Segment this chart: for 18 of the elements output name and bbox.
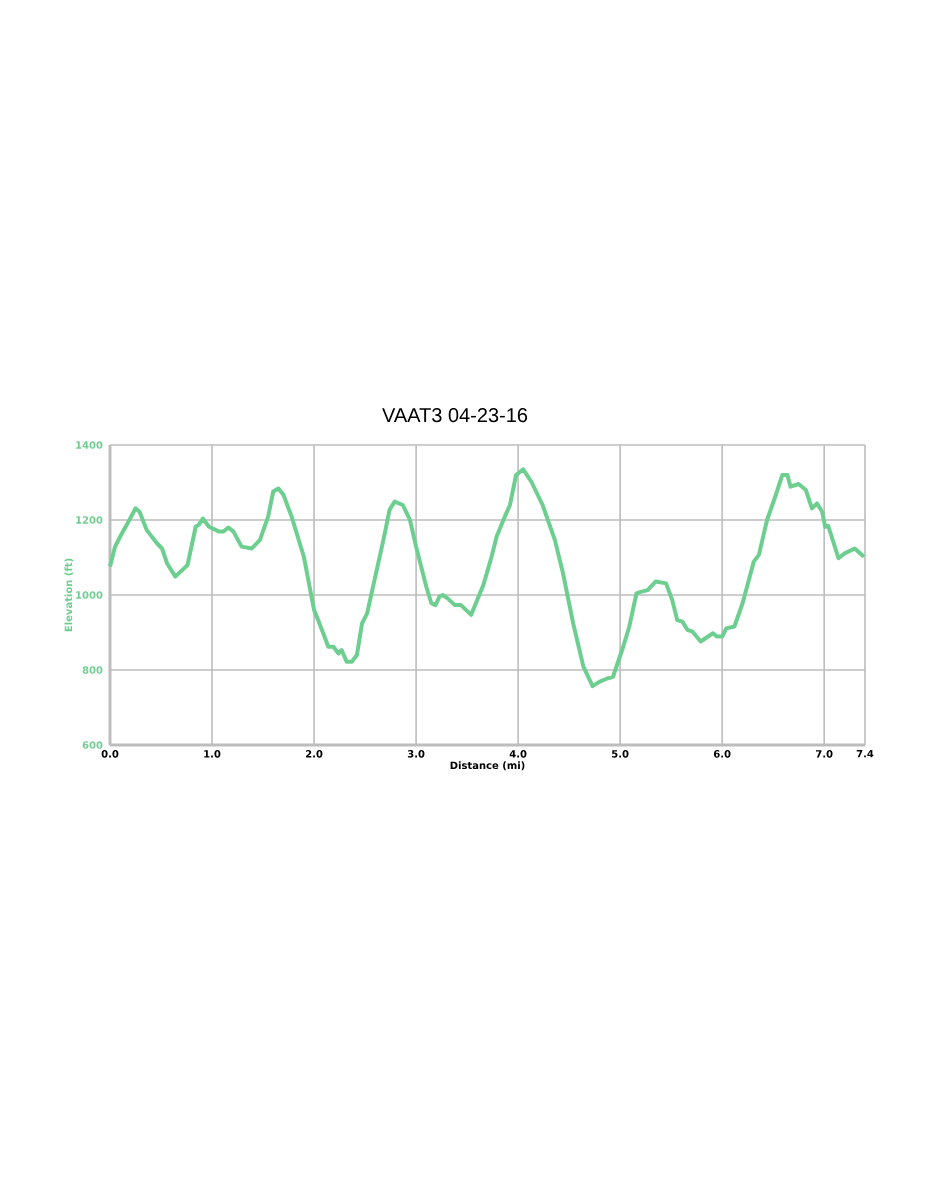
y-axis-title: Elevation (ft) bbox=[64, 558, 74, 632]
y-tick-label: 1000 bbox=[76, 591, 103, 599]
y-tick-label: 800 bbox=[82, 666, 103, 674]
y-tick-label: 600 bbox=[82, 741, 103, 749]
chart-title: VAAT3 04-23-16 bbox=[382, 408, 528, 423]
x-tick-label: 2.0 bbox=[305, 750, 323, 758]
x-tick-label: 1.0 bbox=[204, 750, 221, 758]
x-tick-label: 3.0 bbox=[407, 750, 425, 758]
y-tick-label: 1200 bbox=[76, 516, 103, 524]
x-tick-label: 6.0 bbox=[713, 750, 731, 758]
x-tick-label: 0.0 bbox=[101, 750, 119, 758]
x-tick-label: 4.0 bbox=[509, 750, 527, 758]
y-tick-label: 1400 bbox=[76, 441, 103, 449]
line-series bbox=[108, 467, 866, 689]
x-tick-label: 7.4 bbox=[856, 750, 874, 758]
x-tick-label: 7.0 bbox=[815, 750, 833, 758]
x-tick-label: 5.0 bbox=[612, 750, 629, 758]
x-axis-title: Distance (mi) bbox=[450, 761, 525, 771]
